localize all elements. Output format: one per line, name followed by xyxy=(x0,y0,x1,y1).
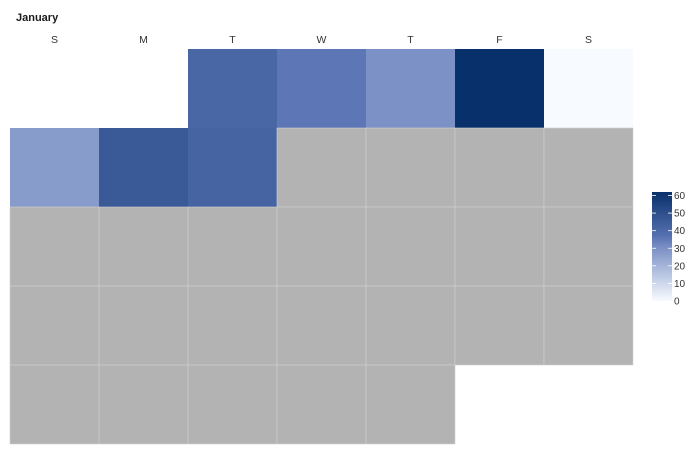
legend-tick-label-30: 30 xyxy=(674,244,686,255)
day-cell-2 xyxy=(277,49,366,128)
day-cell-19 xyxy=(543,206,634,287)
day-cell-8 xyxy=(188,128,277,207)
day-cell-22 xyxy=(187,285,278,366)
day-cell-25 xyxy=(454,285,545,366)
weekday-label-2: T xyxy=(229,34,236,46)
day-cell-5 xyxy=(544,49,633,128)
day-cell-29 xyxy=(187,364,278,445)
day-cell-12 xyxy=(543,127,634,208)
day-cell-14 xyxy=(98,206,189,287)
legend-color-bar xyxy=(652,192,672,301)
legend-tick-label-40: 40 xyxy=(674,226,686,237)
day-cell-20 xyxy=(9,285,100,366)
day-cell-23 xyxy=(276,285,367,366)
day-cell-10 xyxy=(365,127,456,208)
color-legend: 0 10 20 30 40 50 60 xyxy=(652,191,686,308)
day-cell-27 xyxy=(9,364,100,445)
weekday-label-0: S xyxy=(51,34,58,46)
day-cell-13 xyxy=(9,206,100,287)
day-cell-1 xyxy=(188,49,277,128)
legend-tick-label-20: 20 xyxy=(674,261,686,272)
weekday-label-6: S xyxy=(585,34,592,46)
calendar-grid xyxy=(9,49,634,445)
day-cell-6 xyxy=(10,128,99,207)
day-cell-28 xyxy=(98,364,189,445)
day-cell-21 xyxy=(98,285,189,366)
day-cell-24 xyxy=(365,285,456,366)
legend-tick-label-50: 50 xyxy=(674,209,686,220)
day-cell-26 xyxy=(543,285,634,366)
day-cell-3 xyxy=(366,49,455,128)
weekday-label-4: T xyxy=(407,34,414,46)
day-cell-30 xyxy=(276,364,367,445)
day-cell-7 xyxy=(99,128,188,207)
weekday-label-5: F xyxy=(496,34,502,46)
day-cell-11 xyxy=(454,127,545,208)
weekday-label-3: W xyxy=(317,34,327,46)
day-cell-17 xyxy=(365,206,456,287)
weekday-label-1: M xyxy=(139,34,148,46)
legend-tick-label-0: 0 xyxy=(674,297,680,308)
month-title: January xyxy=(16,12,59,24)
day-cell-31 xyxy=(365,364,456,445)
day-cell-4 xyxy=(455,49,544,128)
day-cell-9 xyxy=(276,127,367,208)
day-cell-16 xyxy=(276,206,367,287)
day-cell-15 xyxy=(187,206,278,287)
legend-tick-label-60: 60 xyxy=(674,191,686,202)
legend-tick-label-10: 10 xyxy=(674,279,686,290)
day-cell-18 xyxy=(454,206,545,287)
